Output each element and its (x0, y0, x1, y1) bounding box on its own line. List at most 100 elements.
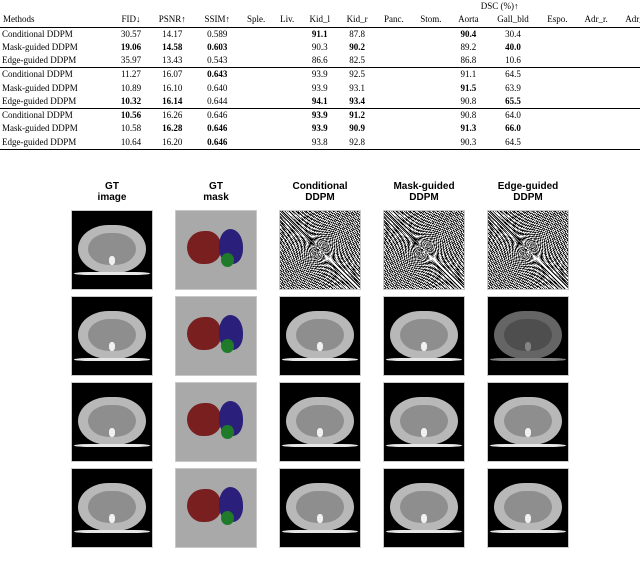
cell (239, 54, 273, 68)
cell: 90.8 (450, 109, 487, 123)
fig-cell (71, 210, 153, 290)
qualitative-figure: GTimage GTmask ConditionalDDPM Mask-guidedD… (0, 178, 640, 548)
cell (239, 95, 273, 109)
col-stom-: Stom. (412, 13, 450, 27)
cell: 91.1 (301, 27, 338, 41)
col-aorta: Aorta (450, 13, 487, 27)
fig-col-header: GTimage (71, 178, 153, 204)
cell (576, 82, 617, 95)
cell: 93.9 (301, 122, 338, 135)
cell: 90.3 (301, 41, 338, 54)
cell: Mask-guided DDPM (0, 82, 113, 95)
cell: 0.646 (195, 109, 239, 123)
cell (273, 41, 301, 54)
cell: 93.9 (301, 68, 338, 82)
col-espo-: Espo. (539, 13, 576, 27)
fig-cell (279, 382, 361, 462)
cell: 93.1 (338, 82, 376, 95)
cell: 64.5 (487, 68, 539, 82)
cell: 10.89 (113, 82, 150, 95)
fig-cell (487, 296, 569, 376)
fig-col-header: ConditionalDDPM (279, 178, 361, 204)
fig-cell (383, 296, 465, 376)
col-gall-bld: Gall_bld (487, 13, 539, 27)
cell: 13.43 (149, 54, 195, 68)
col-sple-: Sple. (239, 13, 273, 27)
cell (412, 122, 450, 135)
cell: 90.4 (450, 27, 487, 41)
fig-cell (487, 382, 569, 462)
cell (376, 136, 412, 150)
cell: 16.14 (149, 95, 195, 109)
fig-cell (279, 296, 361, 376)
cell (376, 95, 412, 109)
cell: 10.6 (487, 54, 539, 68)
cell (273, 54, 301, 68)
cell (539, 82, 576, 95)
cell: 93.4 (338, 95, 376, 109)
cell: 91.2 (338, 109, 376, 123)
cell: 91.3 (450, 122, 487, 135)
fig-cell (71, 468, 153, 548)
col-methods: Methods (0, 13, 113, 27)
cell: 63.9 (487, 82, 539, 95)
cell: Conditional DDPM (0, 27, 113, 41)
cell (412, 109, 450, 123)
fig-cell (383, 382, 465, 462)
col-ssim-: SSIM↑ (195, 13, 239, 27)
cell: 90.3 (450, 136, 487, 150)
fig-cell (175, 210, 257, 290)
cell: Mask-guided DDPM (0, 122, 113, 135)
cell (239, 41, 273, 54)
cell: 90.2 (338, 41, 376, 54)
cell: 30.57 (113, 27, 150, 41)
cell (239, 122, 273, 135)
cell (412, 54, 450, 68)
cell (539, 95, 576, 109)
results-table-wrap: DSC (%)↑MethodsFID↓PSNR↑SSIM↑Sple.Liv.Ki… (0, 0, 640, 150)
cell (539, 68, 576, 82)
cell: 89.2 (450, 41, 487, 54)
cell: 92.8 (338, 136, 376, 150)
cell (617, 122, 640, 135)
cell: 93.9 (301, 82, 338, 95)
fig-col-header: Edge-guidedDDPM (487, 178, 569, 204)
cell: 0.603 (195, 41, 239, 54)
cell (376, 122, 412, 135)
cell: Edge-guided DDPM (0, 54, 113, 68)
cell: 94.1 (301, 95, 338, 109)
cell (539, 27, 576, 41)
cell: 91.5 (450, 82, 487, 95)
col-adr-r-: Adr_r. (576, 13, 617, 27)
cell (617, 54, 640, 68)
fig-cell (279, 468, 361, 548)
fig-col-header: Mask-guidedDDPM (383, 178, 465, 204)
cell (412, 136, 450, 150)
cell (273, 109, 301, 123)
cell: 93.8 (301, 136, 338, 150)
cell (576, 41, 617, 54)
cell (239, 82, 273, 95)
cell: Edge-guided DDPM (0, 136, 113, 150)
cell: 16.20 (149, 136, 195, 150)
fig-col-header: GTmask (175, 178, 257, 204)
cell: 30.4 (487, 27, 539, 41)
cell (412, 27, 450, 41)
col-adr-l-: Adr_l. (617, 13, 640, 27)
results-table: DSC (%)↑MethodsFID↓PSNR↑SSIM↑Sple.Liv.Ki… (0, 0, 640, 150)
cell: 87.8 (338, 27, 376, 41)
cell (576, 54, 617, 68)
col-psnr-: PSNR↑ (149, 13, 195, 27)
cell: 90.8 (450, 95, 487, 109)
cell (576, 109, 617, 123)
cell (412, 68, 450, 82)
cell (539, 136, 576, 150)
cell: 0.646 (195, 136, 239, 150)
fig-cell (487, 210, 569, 290)
cell (576, 122, 617, 135)
fig-cell (175, 468, 257, 548)
cell (576, 68, 617, 82)
cell (273, 136, 301, 150)
cell (376, 82, 412, 95)
header-blank (0, 0, 239, 13)
